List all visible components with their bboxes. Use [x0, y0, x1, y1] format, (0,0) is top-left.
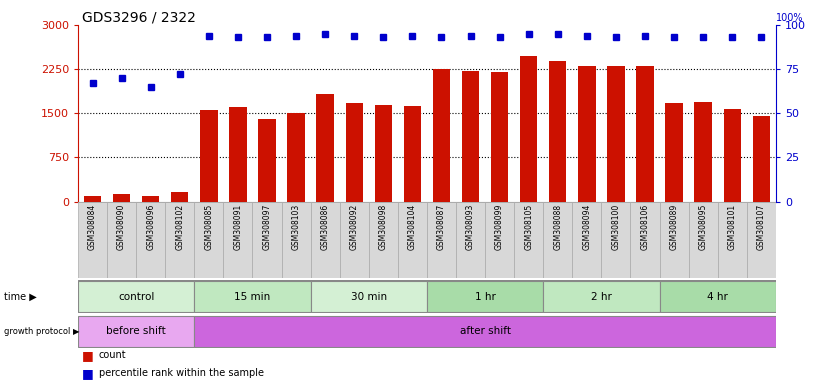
Text: GSM308089: GSM308089: [670, 204, 679, 250]
FancyBboxPatch shape: [310, 202, 340, 278]
Bar: [346, 103, 363, 202]
Text: control: control: [118, 291, 154, 302]
Text: GSM308086: GSM308086: [321, 204, 330, 250]
Text: GSM308096: GSM308096: [146, 204, 155, 250]
Text: GSM308106: GSM308106: [640, 204, 649, 250]
Text: after shift: after shift: [460, 326, 511, 336]
Text: GSM308084: GSM308084: [88, 204, 97, 250]
FancyBboxPatch shape: [136, 202, 165, 278]
Bar: [287, 113, 305, 202]
Bar: [723, 109, 741, 202]
Text: GSM308103: GSM308103: [291, 204, 300, 250]
FancyBboxPatch shape: [195, 202, 223, 278]
FancyBboxPatch shape: [369, 202, 398, 278]
Bar: [374, 105, 392, 202]
FancyBboxPatch shape: [485, 202, 514, 278]
Bar: [259, 119, 276, 202]
Text: 4 hr: 4 hr: [707, 291, 728, 302]
Text: ■: ■: [82, 349, 94, 362]
FancyBboxPatch shape: [282, 202, 310, 278]
Text: 30 min: 30 min: [351, 291, 387, 302]
FancyBboxPatch shape: [78, 202, 107, 278]
Text: 100%: 100%: [776, 13, 803, 23]
FancyBboxPatch shape: [427, 281, 544, 312]
FancyBboxPatch shape: [544, 281, 659, 312]
Text: GDS3296 / 2322: GDS3296 / 2322: [82, 11, 196, 25]
Bar: [433, 68, 450, 202]
FancyBboxPatch shape: [659, 281, 776, 312]
Text: GSM308105: GSM308105: [524, 204, 533, 250]
Bar: [229, 108, 246, 202]
FancyBboxPatch shape: [718, 202, 747, 278]
FancyBboxPatch shape: [107, 202, 136, 278]
FancyBboxPatch shape: [253, 202, 282, 278]
Text: ■: ■: [82, 367, 94, 380]
FancyBboxPatch shape: [659, 202, 689, 278]
Text: count: count: [99, 350, 126, 360]
FancyBboxPatch shape: [78, 281, 195, 312]
FancyBboxPatch shape: [747, 202, 776, 278]
Text: percentile rank within the sample: percentile rank within the sample: [99, 368, 264, 378]
FancyBboxPatch shape: [572, 202, 601, 278]
FancyBboxPatch shape: [398, 202, 427, 278]
Bar: [636, 66, 654, 202]
FancyBboxPatch shape: [195, 316, 776, 346]
Text: GSM308092: GSM308092: [350, 204, 359, 250]
FancyBboxPatch shape: [689, 202, 718, 278]
Text: GSM308099: GSM308099: [495, 204, 504, 250]
Bar: [665, 103, 683, 202]
Text: GSM308093: GSM308093: [466, 204, 475, 250]
FancyBboxPatch shape: [195, 281, 310, 312]
Text: GSM308088: GSM308088: [553, 204, 562, 250]
Bar: [404, 106, 421, 202]
FancyBboxPatch shape: [223, 202, 253, 278]
FancyBboxPatch shape: [427, 202, 456, 278]
FancyBboxPatch shape: [310, 281, 427, 312]
Bar: [171, 192, 189, 202]
Text: GSM308094: GSM308094: [582, 204, 591, 250]
Bar: [608, 66, 625, 202]
Bar: [491, 72, 508, 202]
Bar: [578, 66, 595, 202]
Text: GSM308097: GSM308097: [263, 204, 272, 250]
FancyBboxPatch shape: [601, 202, 631, 278]
FancyBboxPatch shape: [514, 202, 544, 278]
Text: GSM308102: GSM308102: [175, 204, 184, 250]
Text: GSM308090: GSM308090: [117, 204, 126, 250]
Bar: [84, 196, 101, 202]
FancyBboxPatch shape: [631, 202, 659, 278]
Bar: [549, 61, 566, 202]
Text: GSM308085: GSM308085: [204, 204, 213, 250]
Text: GSM308091: GSM308091: [233, 204, 242, 250]
Text: 1 hr: 1 hr: [475, 291, 496, 302]
Text: GSM308095: GSM308095: [699, 204, 708, 250]
Text: GSM308101: GSM308101: [727, 204, 736, 250]
FancyBboxPatch shape: [78, 316, 195, 346]
Bar: [142, 196, 159, 202]
Bar: [200, 110, 218, 202]
Bar: [113, 194, 131, 202]
FancyBboxPatch shape: [544, 202, 572, 278]
Text: GSM308100: GSM308100: [612, 204, 621, 250]
Text: GSM308087: GSM308087: [437, 204, 446, 250]
Text: GSM308107: GSM308107: [757, 204, 766, 250]
Text: before shift: before shift: [106, 326, 166, 336]
Bar: [520, 56, 538, 202]
Text: 15 min: 15 min: [234, 291, 271, 302]
Bar: [695, 102, 712, 202]
Text: growth protocol ▶: growth protocol ▶: [4, 327, 80, 336]
FancyBboxPatch shape: [456, 202, 485, 278]
Bar: [753, 116, 770, 202]
Bar: [316, 94, 334, 202]
Text: 2 hr: 2 hr: [591, 291, 612, 302]
Bar: [461, 71, 479, 202]
Text: GSM308104: GSM308104: [408, 204, 417, 250]
Text: time ▶: time ▶: [4, 291, 37, 302]
FancyBboxPatch shape: [165, 202, 195, 278]
Text: GSM308098: GSM308098: [378, 204, 388, 250]
FancyBboxPatch shape: [340, 202, 369, 278]
